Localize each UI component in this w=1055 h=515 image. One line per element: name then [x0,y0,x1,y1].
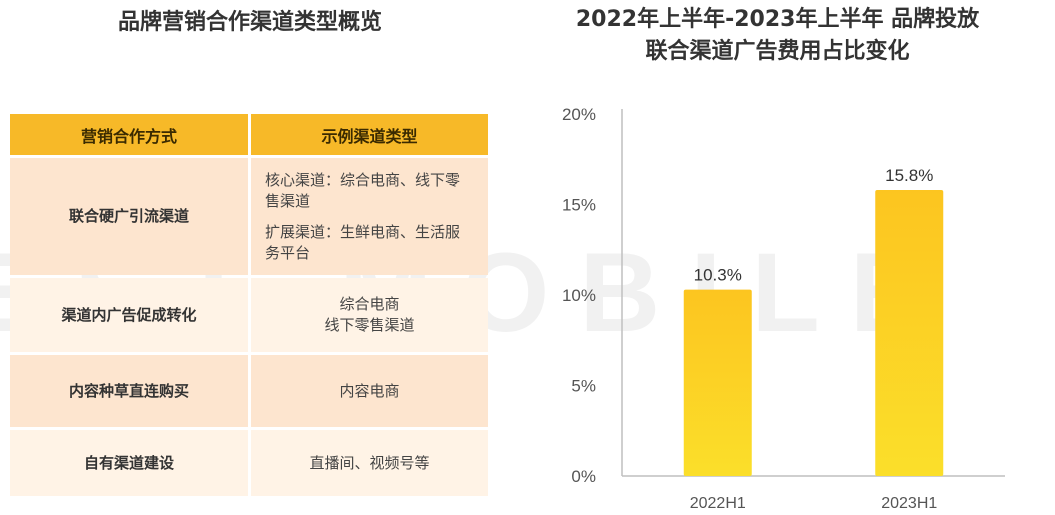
row-method: 内容种草直连购买 [10,355,248,427]
y-tick-label: 20% [562,105,596,124]
header-method: 营销合作方式 [10,114,248,155]
y-tick-label: 15% [562,196,596,215]
x-tick-label-2022H1: 2022H1 [690,495,746,511]
table-row: 联合硬广引流渠道 核心渠道：综合电商、线下零售渠道 扩展渠道：生鲜电商、生活服务… [10,158,488,275]
bar-2023H1 [875,190,944,476]
row-examples: 内容电商 [251,355,488,427]
chart-title-line: 联合渠道广告费用占比变化 [645,39,910,64]
data-label-2022H1: 10.3% [694,266,742,285]
table-row: 内容种草直连购买 内容电商 [10,355,488,427]
header-examples: 示例渠道类型 [251,114,488,155]
row-examples: 直播间、视频号等 [251,430,488,496]
table-row: 自有渠道建设 直播间、视频号等 [10,430,488,496]
row-examples: 核心渠道：综合电商、线下零售渠道 扩展渠道：生鲜电商、生活服务平台 [251,158,488,275]
chart-title-line: 2022年上半年-2023年上半年 品牌投放 [575,7,980,32]
data-label-2023H1: 15.8% [885,166,933,185]
y-tick-label: 5% [571,377,596,396]
table-header-row: 营销合作方式 示例渠道类型 [10,114,488,155]
chart-title: 2022年上半年-2023年上半年 品牌投放 联合渠道广告费用占比变化 [520,4,1035,68]
bar-2022H1 [683,289,752,476]
bar-chart: 0% 5% 10% 15% 20% 10.3% 15.8% 2022H1 2023H1 [562,105,1005,511]
y-tick-label: 0% [571,467,596,486]
row-method: 自有渠道建设 [10,430,248,496]
row-examples: 综合电商 线下零售渠道 [251,278,488,352]
y-tick-label: 10% [562,286,596,305]
channel-table: 营销合作方式 示例渠道类型 联合硬广引流渠道 核心渠道：综合电商、线下零售渠道 … [10,114,488,496]
row-method: 渠道内广告促成转化 [10,278,248,352]
table-row: 渠道内广告促成转化 综合电商 线下零售渠道 [10,278,488,352]
table-title: 品牌营销合作渠道类型概览 [117,10,382,35]
x-tick-label-2023H1: 2023H1 [881,495,937,511]
example-extended-channel: 扩展渠道：生鲜电商、生活服务平台 [265,222,461,262]
example-core-channel: 核心渠道：综合电商、线下零售渠道 [265,170,461,210]
row-method: 联合硬广引流渠道 [10,158,248,275]
